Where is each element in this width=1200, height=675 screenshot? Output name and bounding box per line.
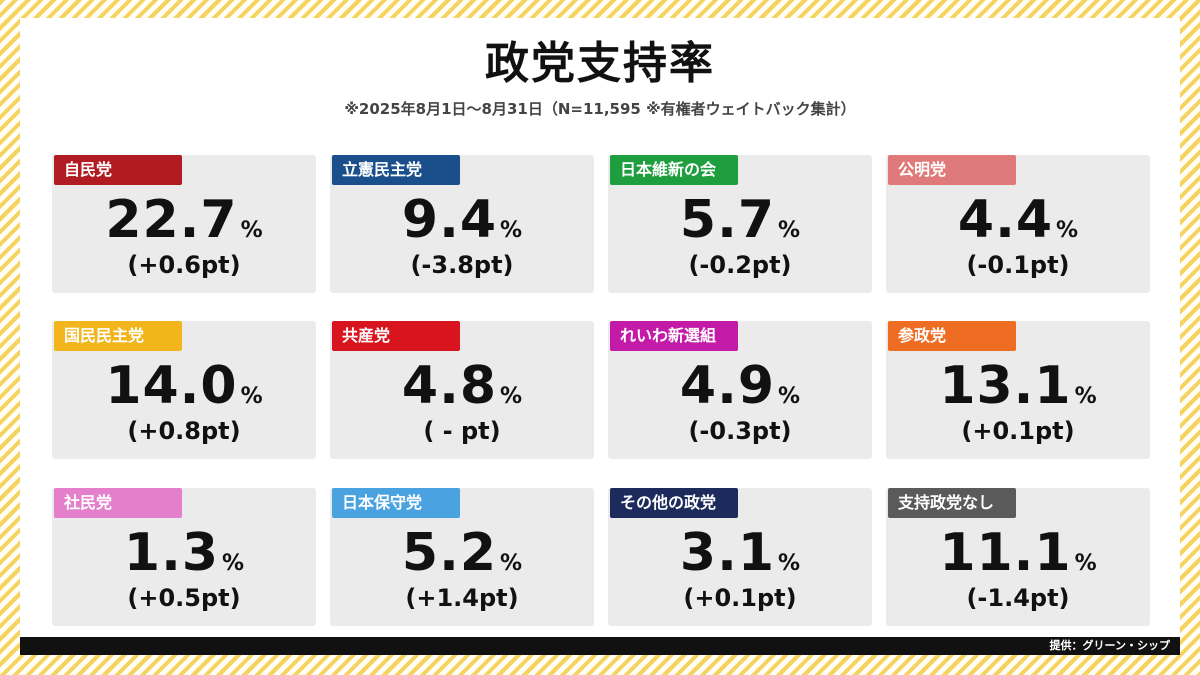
support-rate-value: 9.4	[401, 190, 498, 250]
support-rate-value: 13.1	[939, 356, 1072, 416]
party-card: 支持政党なし 11.1% (-1.4pt)	[886, 488, 1150, 626]
percent-unit: %	[778, 384, 801, 409]
change-from-previous: ( - pt)	[423, 417, 501, 445]
percent-unit: %	[500, 384, 523, 409]
party-name-badge: 立憲民主党	[332, 155, 460, 185]
percent-unit: %	[778, 218, 801, 243]
change-from-previous: (-0.3pt)	[688, 417, 792, 445]
party-name-badge: 参政党	[888, 321, 1016, 351]
change-from-previous: (+0.1pt)	[683, 584, 797, 612]
party-card: 日本保守党 5.2% (+1.4pt)	[330, 488, 594, 626]
support-rate: 4.4%	[886, 191, 1150, 249]
survey-note: ※2025年8月1日～8月31日（N=11,595 ※有権者ウェイトバック集計）	[344, 100, 856, 118]
change-from-previous: (-0.2pt)	[688, 251, 792, 279]
percent-unit: %	[1074, 384, 1097, 409]
party-card: その他の政党 3.1% (+0.1pt)	[608, 488, 872, 626]
support-rate: 4.9%	[608, 357, 872, 415]
change-from-previous: (+0.6pt)	[127, 251, 241, 279]
support-rate-value: 22.7	[105, 190, 238, 250]
party-name-badge: 日本維新の会	[610, 155, 738, 185]
percent-unit: %	[778, 551, 801, 576]
party-name-badge: 共産党	[332, 321, 460, 351]
party-name-badge: 自民党	[54, 155, 182, 185]
support-rate-value: 4.4	[957, 190, 1054, 250]
party-card: 共産党 4.8%( - pt)	[330, 321, 594, 459]
party-card: 自民党 22.7% (+0.6pt)	[52, 155, 316, 293]
percent-unit: %	[1056, 218, 1079, 243]
support-rate: 13.1%	[886, 357, 1150, 415]
support-rate: 1.3%	[52, 524, 316, 582]
party-name-badge: れいわ新選組	[610, 321, 738, 351]
support-rate: 3.1%	[608, 524, 872, 582]
party-card: 日本維新の会 5.7% (-0.2pt)	[608, 155, 872, 293]
change-from-previous: (-1.4pt)	[966, 584, 1070, 612]
party-name-badge: 日本保守党	[332, 488, 460, 518]
party-name-badge: 公明党	[888, 155, 1016, 185]
page-title: 政党支持率	[485, 38, 715, 89]
party-name-badge: 支持政党なし	[888, 488, 1016, 518]
support-rate-value: 4.8	[401, 356, 498, 416]
change-from-previous: (+0.1pt)	[961, 417, 1075, 445]
support-rate: 22.7%	[52, 191, 316, 249]
party-name-badge: 社民党	[54, 488, 182, 518]
party-card: 公明党 4.4% (-0.1pt)	[886, 155, 1150, 293]
support-rate-value: 5.2	[401, 523, 498, 583]
support-rate: 5.7%	[608, 191, 872, 249]
party-name-badge: その他の政党	[610, 488, 738, 518]
change-from-previous: (-0.1pt)	[966, 251, 1070, 279]
support-rate-value: 3.1	[679, 523, 776, 583]
percent-unit: %	[500, 551, 523, 576]
footer-bar: 提供：グリーン・シップ	[20, 637, 1180, 655]
support-rate: 4.8%	[330, 357, 594, 415]
change-from-previous: (+0.8pt)	[127, 417, 241, 445]
percent-unit: %	[240, 218, 263, 243]
change-from-previous: (+1.4pt)	[405, 584, 519, 612]
party-name-badge: 国民民主党	[54, 321, 182, 351]
percent-unit: %	[240, 384, 263, 409]
support-rate: 11.1%	[886, 524, 1150, 582]
support-rate-value: 14.0	[105, 356, 238, 416]
support-rate-value: 1.3	[123, 523, 220, 583]
chart-panel: 政党支持率 ※2025年8月1日～8月31日（N=11,595 ※有権者ウェイト…	[20, 18, 1180, 638]
party-card: 国民民主党 14.0% (+0.8pt)	[52, 321, 316, 459]
percent-unit: %	[222, 551, 245, 576]
support-rate-value: 5.7	[679, 190, 776, 250]
support-rate: 5.2%	[330, 524, 594, 582]
party-card: 参政党 13.1% (+0.1pt)	[886, 321, 1150, 459]
percent-unit: %	[500, 218, 523, 243]
support-rate-value: 11.1	[939, 523, 1072, 583]
support-rate: 14.0%	[52, 357, 316, 415]
support-rate: 9.4%	[330, 191, 594, 249]
party-card: れいわ新選組 4.9% (-0.3pt)	[608, 321, 872, 459]
percent-unit: %	[1074, 551, 1097, 576]
change-from-previous: (-3.8pt)	[410, 251, 514, 279]
change-from-previous: (+0.5pt)	[127, 584, 241, 612]
support-rate-value: 4.9	[679, 356, 776, 416]
credit-text: 提供：グリーン・シップ	[1049, 639, 1170, 652]
party-card: 社民党 1.3% (+0.5pt)	[52, 488, 316, 626]
party-card: 立憲民主党 9.4% (-3.8pt)	[330, 155, 594, 293]
